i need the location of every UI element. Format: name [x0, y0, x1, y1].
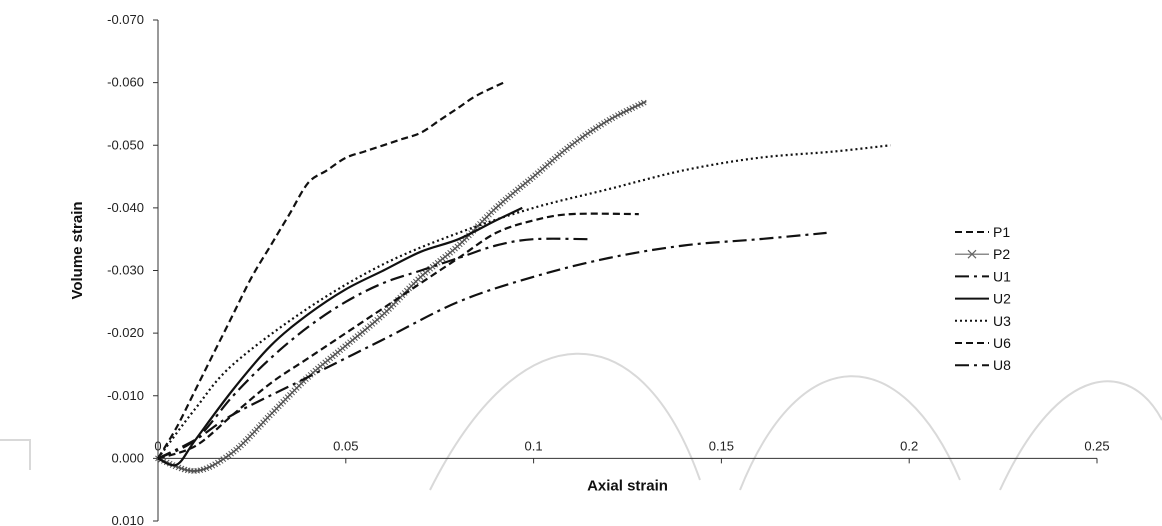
- watermark-arcs: [0, 352, 1162, 491]
- series-point-p2: [637, 101, 644, 107]
- y-tick-label: -0.010: [107, 388, 144, 403]
- x-tick-label: 0.25: [1084, 438, 1109, 453]
- series-point-p2: [217, 458, 224, 464]
- series-point-p2: [614, 112, 621, 119]
- series-u2: [157, 206, 523, 467]
- series-line-u3: [157, 144, 891, 460]
- legend-label-u1: U1: [993, 268, 1011, 284]
- series-point-p2: [595, 123, 602, 130]
- series-line-p1: [157, 81, 505, 459]
- series-point-p2: [617, 110, 624, 117]
- series-point-p2: [603, 118, 610, 125]
- legend-marker-x-icon: [967, 249, 977, 259]
- series-point-p2: [209, 462, 216, 469]
- series-point-p2: [609, 115, 616, 122]
- series-p2: [155, 99, 647, 474]
- legend-label-p2: P2: [993, 246, 1010, 262]
- x-tick-label: 0.05: [333, 438, 358, 453]
- legend-label-p1: P1: [993, 224, 1010, 240]
- y-tick-label: -0.070: [107, 12, 144, 27]
- series-point-p2: [626, 106, 633, 113]
- series-layer: [155, 81, 891, 474]
- series-point-p2: [620, 109, 627, 116]
- y-tick-label: -0.030: [107, 263, 144, 278]
- legend-label-u3: U3: [993, 313, 1011, 329]
- legend-item-u2: U2: [955, 291, 1011, 307]
- y-axis-title: Volume strain: [69, 201, 86, 299]
- series-point-p2: [223, 454, 229, 461]
- series-point-p2: [584, 130, 591, 137]
- series-point-p2: [640, 99, 647, 106]
- y-tick-label: -0.050: [107, 137, 144, 152]
- series-point-p2: [215, 459, 221, 466]
- legend-item-u6: U6: [955, 335, 1011, 351]
- series-point-p2: [598, 121, 605, 128]
- series-point-p2: [574, 137, 581, 144]
- y-tick-label: -0.020: [107, 325, 144, 340]
- series-point-p2: [632, 103, 638, 110]
- legend-item-u8: U8: [955, 357, 1011, 373]
- legend-label-u6: U6: [993, 335, 1011, 351]
- series-point-p2: [577, 136, 583, 142]
- series-point-p2: [582, 132, 588, 139]
- series-line-u1: [157, 237, 590, 460]
- y-tick-label: -0.060: [107, 75, 144, 90]
- axes-layer: -0.070 -0.060 -0.050 -0.040 -0.030 -0.020 -0.0…: [107, 12, 1110, 526]
- legend-item-u1: U1: [955, 268, 1011, 284]
- series-point-p2: [587, 128, 594, 135]
- series-u6: [157, 212, 639, 460]
- series-p1: [157, 81, 505, 459]
- series-point-p2: [601, 120, 607, 126]
- series-point-p2: [206, 464, 213, 470]
- series-point-p2: [623, 108, 630, 114]
- y-tick-label: 0.000: [111, 450, 144, 465]
- series-u1: [157, 237, 590, 460]
- series-point-p2: [590, 127, 596, 133]
- series-point-p2: [200, 466, 207, 473]
- series-u8: [157, 231, 827, 460]
- series-line-u6: [157, 212, 639, 460]
- series-point-p2: [592, 125, 599, 132]
- series-point-p2: [629, 105, 636, 111]
- series-point-p2: [612, 113, 618, 120]
- legend: P1 P2 U1 U2 U3 U6 U8: [955, 224, 1011, 373]
- x-tick-label: 0.1: [525, 438, 543, 453]
- legend-item-p1: P1: [955, 224, 1010, 240]
- series-line-u2: [157, 206, 523, 467]
- series-point-p2: [203, 465, 210, 472]
- legend-item-u3: U3: [955, 313, 1011, 329]
- x-tick-label: 0.2: [900, 438, 918, 453]
- x-tick-label: 0: [154, 438, 161, 453]
- series-point-p2: [212, 461, 218, 468]
- x-tick-label: 0.15: [709, 438, 734, 453]
- series-line-u8: [157, 231, 827, 460]
- y-tick-label: 0.010: [111, 513, 144, 526]
- series-point-p2: [635, 102, 641, 109]
- series-point-p2: [579, 134, 586, 140]
- legend-item-p2: P2: [955, 246, 1010, 262]
- x-axis-title: Axial strain: [587, 477, 668, 494]
- series-point-p2: [606, 116, 613, 123]
- series-point-p2: [220, 456, 227, 463]
- legend-label-u8: U8: [993, 357, 1011, 373]
- y-tick-label: -0.040: [107, 200, 144, 215]
- series-u3: [157, 144, 891, 460]
- legend-label-u2: U2: [993, 291, 1011, 307]
